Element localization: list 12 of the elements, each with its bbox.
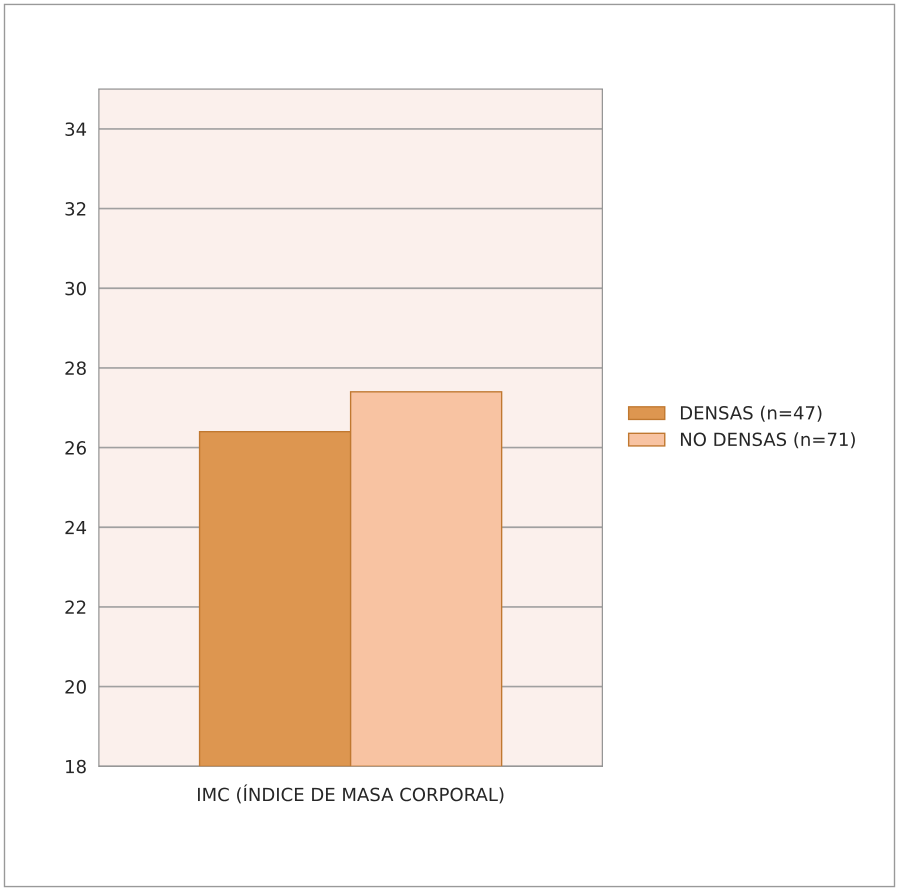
- y-tick-label: 24: [65, 520, 86, 534]
- y-tick-label: 32: [65, 202, 86, 216]
- legend-label: NO DENSAS (n=71): [680, 432, 855, 448]
- x-tick-label: IMC (ÍNDICE DE MASA CORPORAL): [198, 784, 504, 804]
- y-tick-label: 18: [66, 760, 86, 774]
- y-tick-label: 20: [65, 680, 86, 694]
- y-tick-label: 34: [65, 122, 86, 136]
- y-tick-label: 30: [65, 282, 86, 296]
- y-tick-label: 26: [65, 441, 86, 455]
- legend-label: DENSAS (n=47): [680, 406, 822, 422]
- y-tick-label: 28: [65, 361, 86, 376]
- y-tick-label: 22: [65, 600, 86, 614]
